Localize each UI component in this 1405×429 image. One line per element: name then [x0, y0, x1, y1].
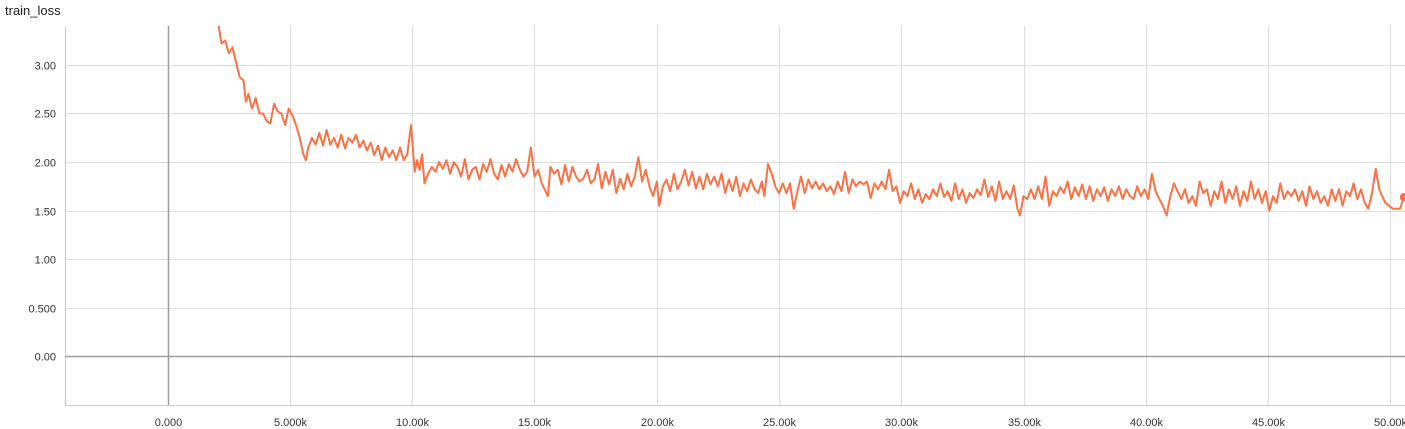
x-tick-label: 10.00k — [396, 417, 430, 429]
x-tick-label: 5.000k — [274, 417, 308, 429]
series-layer[interactable] — [217, 21, 1405, 217]
tick-labels: 0.00 0.500 1.00 1.50 2.00 2.50 3.00 0.000 5.000k… — [28, 61, 1405, 429]
x-tick-label: 20.00k — [641, 417, 675, 429]
gridlines — [65, 26, 1405, 405]
series-line[interactable] — [217, 21, 1405, 217]
x-tick-label: 0.000 — [155, 417, 183, 429]
chart-title: train_loss — [5, 3, 61, 18]
series-end-point[interactable] — [1399, 193, 1405, 202]
x-tick-label: 35.00k — [1008, 417, 1042, 429]
x-tick-label: 15.00k — [518, 417, 552, 429]
x-tick-label: 40.00k — [1130, 417, 1164, 429]
y-tick-label: 3.00 — [35, 61, 56, 73]
y-tick-label: 0.00 — [35, 352, 56, 364]
y-tick-label: 0.500 — [28, 304, 56, 316]
y-tick-label: 2.50 — [35, 109, 56, 121]
x-tick-label: 30.00k — [885, 417, 919, 429]
y-tick-label: 1.50 — [35, 207, 56, 219]
x-tick-label: 45.00k — [1252, 417, 1286, 429]
x-tick-label: 25.00k — [763, 417, 797, 429]
axes — [65, 26, 1405, 406]
x-tick-label: 50.00k — [1374, 417, 1405, 429]
y-tick-label: 1.00 — [35, 255, 56, 267]
y-tick-label: 2.00 — [35, 158, 56, 170]
